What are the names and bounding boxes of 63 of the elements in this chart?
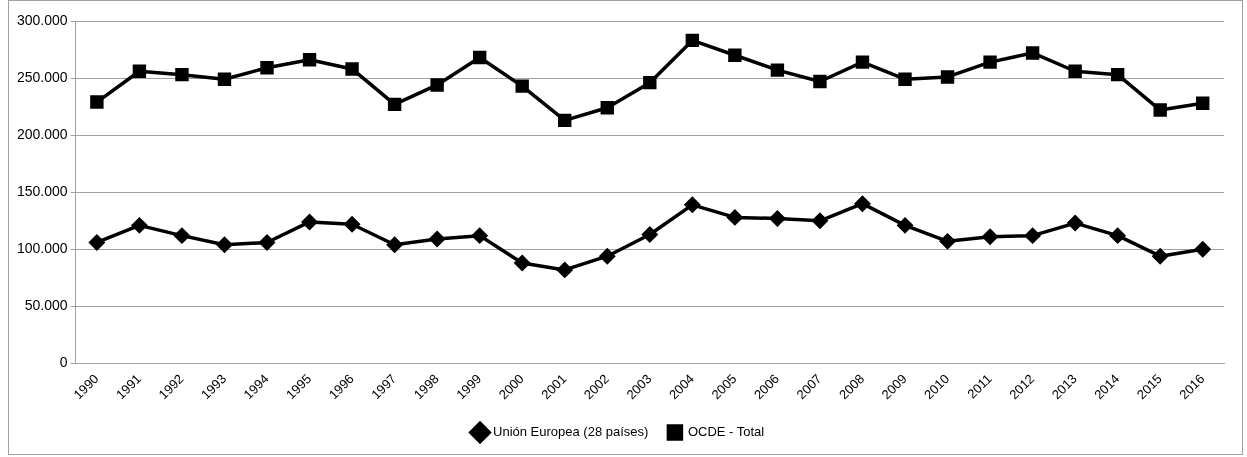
point	[387, 97, 402, 112]
y-tick-label: 50.000	[24, 297, 68, 314]
point	[90, 95, 104, 109]
point	[898, 72, 912, 86]
point	[685, 33, 700, 48]
point	[643, 75, 657, 90]
point	[600, 101, 614, 115]
point	[429, 231, 445, 247]
point	[132, 64, 147, 78]
point	[217, 72, 232, 86]
point	[1068, 64, 1082, 78]
point	[727, 209, 743, 226]
point	[259, 234, 275, 251]
point	[344, 216, 360, 232]
point	[939, 233, 956, 250]
y-tick-label: 100.000	[17, 240, 68, 257]
point	[1110, 67, 1125, 82]
y-tick-label: 250.000	[17, 68, 68, 85]
point	[472, 50, 487, 65]
point	[471, 227, 488, 244]
point	[1024, 227, 1041, 244]
point	[599, 248, 616, 264]
y-tick-label: 200.000	[17, 126, 68, 143]
point	[728, 48, 742, 62]
point	[386, 237, 403, 253]
point	[216, 237, 233, 253]
point	[684, 197, 701, 213]
y-tick-label: 300.000	[17, 11, 68, 28]
legend-label: OCDE - Total	[687, 424, 765, 440]
point	[175, 67, 189, 82]
point	[854, 195, 871, 212]
point	[897, 217, 913, 234]
point	[301, 214, 318, 230]
point	[1109, 227, 1126, 244]
point	[514, 255, 530, 271]
point	[558, 113, 572, 128]
point	[770, 63, 785, 77]
point	[131, 217, 148, 234]
point	[1194, 241, 1211, 258]
point	[1153, 103, 1167, 117]
point	[515, 79, 529, 93]
point	[769, 210, 786, 227]
point	[642, 226, 658, 243]
point	[982, 229, 998, 245]
point	[89, 234, 105, 251]
point	[1152, 248, 1168, 264]
point	[345, 62, 359, 76]
legend-label: Unión Europea (28 países)	[493, 424, 649, 440]
point	[812, 213, 828, 229]
point	[1025, 46, 1040, 60]
point	[302, 53, 317, 67]
point	[983, 55, 997, 69]
point	[940, 70, 955, 84]
point	[556, 262, 573, 278]
y-tick-label: 0	[59, 354, 68, 371]
point	[855, 55, 870, 69]
point	[260, 61, 274, 75]
point	[174, 227, 190, 244]
point	[813, 74, 827, 89]
point	[430, 78, 444, 92]
point	[1067, 215, 1083, 231]
y-tick-label: 150.000	[17, 183, 68, 200]
point	[1196, 96, 1210, 110]
